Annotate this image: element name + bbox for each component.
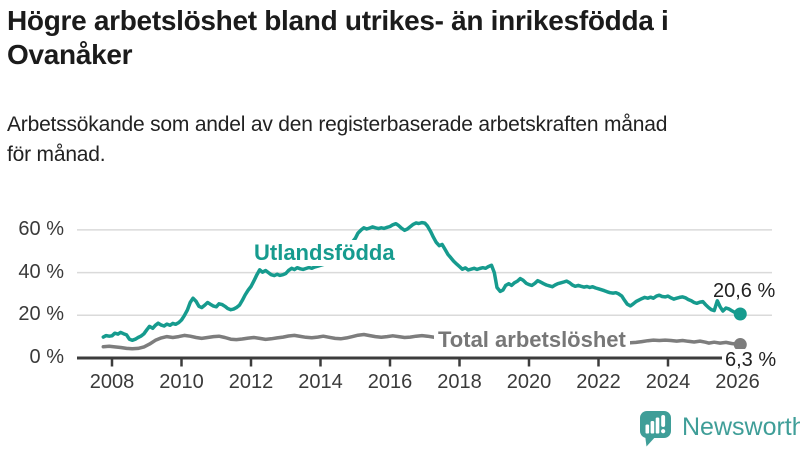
y-tick-label: 20 %: [18, 303, 64, 326]
chart-subtitle: Arbetssökande som andel av den registerb…: [7, 110, 667, 170]
series-label-utlandsfodda: Utlandsfödda: [250, 240, 399, 266]
series-label-total-arbetsloshet: Total arbetslöshet: [434, 327, 630, 353]
x-tick-label: 2014: [298, 371, 343, 393]
end-value-label-total: 6,3 %: [722, 349, 780, 372]
chart-subtitle-line2: för månad.: [7, 143, 106, 166]
x-tick-label: 2018: [437, 371, 482, 393]
series-endpoint-dot: [733, 307, 747, 321]
series-line: [101, 220, 743, 343]
branding-footer: Newsworthy: [636, 407, 800, 447]
y-tick-label: 60 %: [18, 217, 64, 240]
x-tick-label: 2020: [506, 371, 552, 393]
page-title-line1: Högre arbetslöshet bland utrikes- än inr…: [7, 5, 669, 36]
header: Högre arbetslöshet bland utrikes- än inr…: [7, 4, 799, 72]
x-tick-label: 2016: [367, 371, 413, 393]
x-tick-label: 2026: [715, 371, 760, 393]
y-tick-label: 0 %: [29, 346, 64, 368]
x-tick-label: 2008: [89, 371, 135, 393]
x-tick-label: 2012: [228, 371, 274, 393]
page-title-line2: Ovanåker: [7, 39, 133, 70]
series-endpoint-dot: [733, 338, 747, 352]
newsworthy-logo-icon: [640, 410, 671, 446]
x-tick-label: 2024: [645, 371, 691, 393]
x-tick-label: 2010: [159, 371, 204, 393]
newsworthy-logo-text: Newsworthy: [682, 412, 800, 441]
y-tick-label: 40 %: [18, 260, 64, 283]
end-value-label-utlandsfodda: 20,6 %: [713, 280, 776, 302]
page-title: Högre arbetslöshet bland utrikes- än inr…: [7, 4, 799, 72]
chart-subtitle-line1: Arbetssökande som andel av den registerb…: [7, 113, 668, 136]
series-line: [101, 332, 743, 351]
x-tick-label: 2022: [576, 371, 621, 393]
